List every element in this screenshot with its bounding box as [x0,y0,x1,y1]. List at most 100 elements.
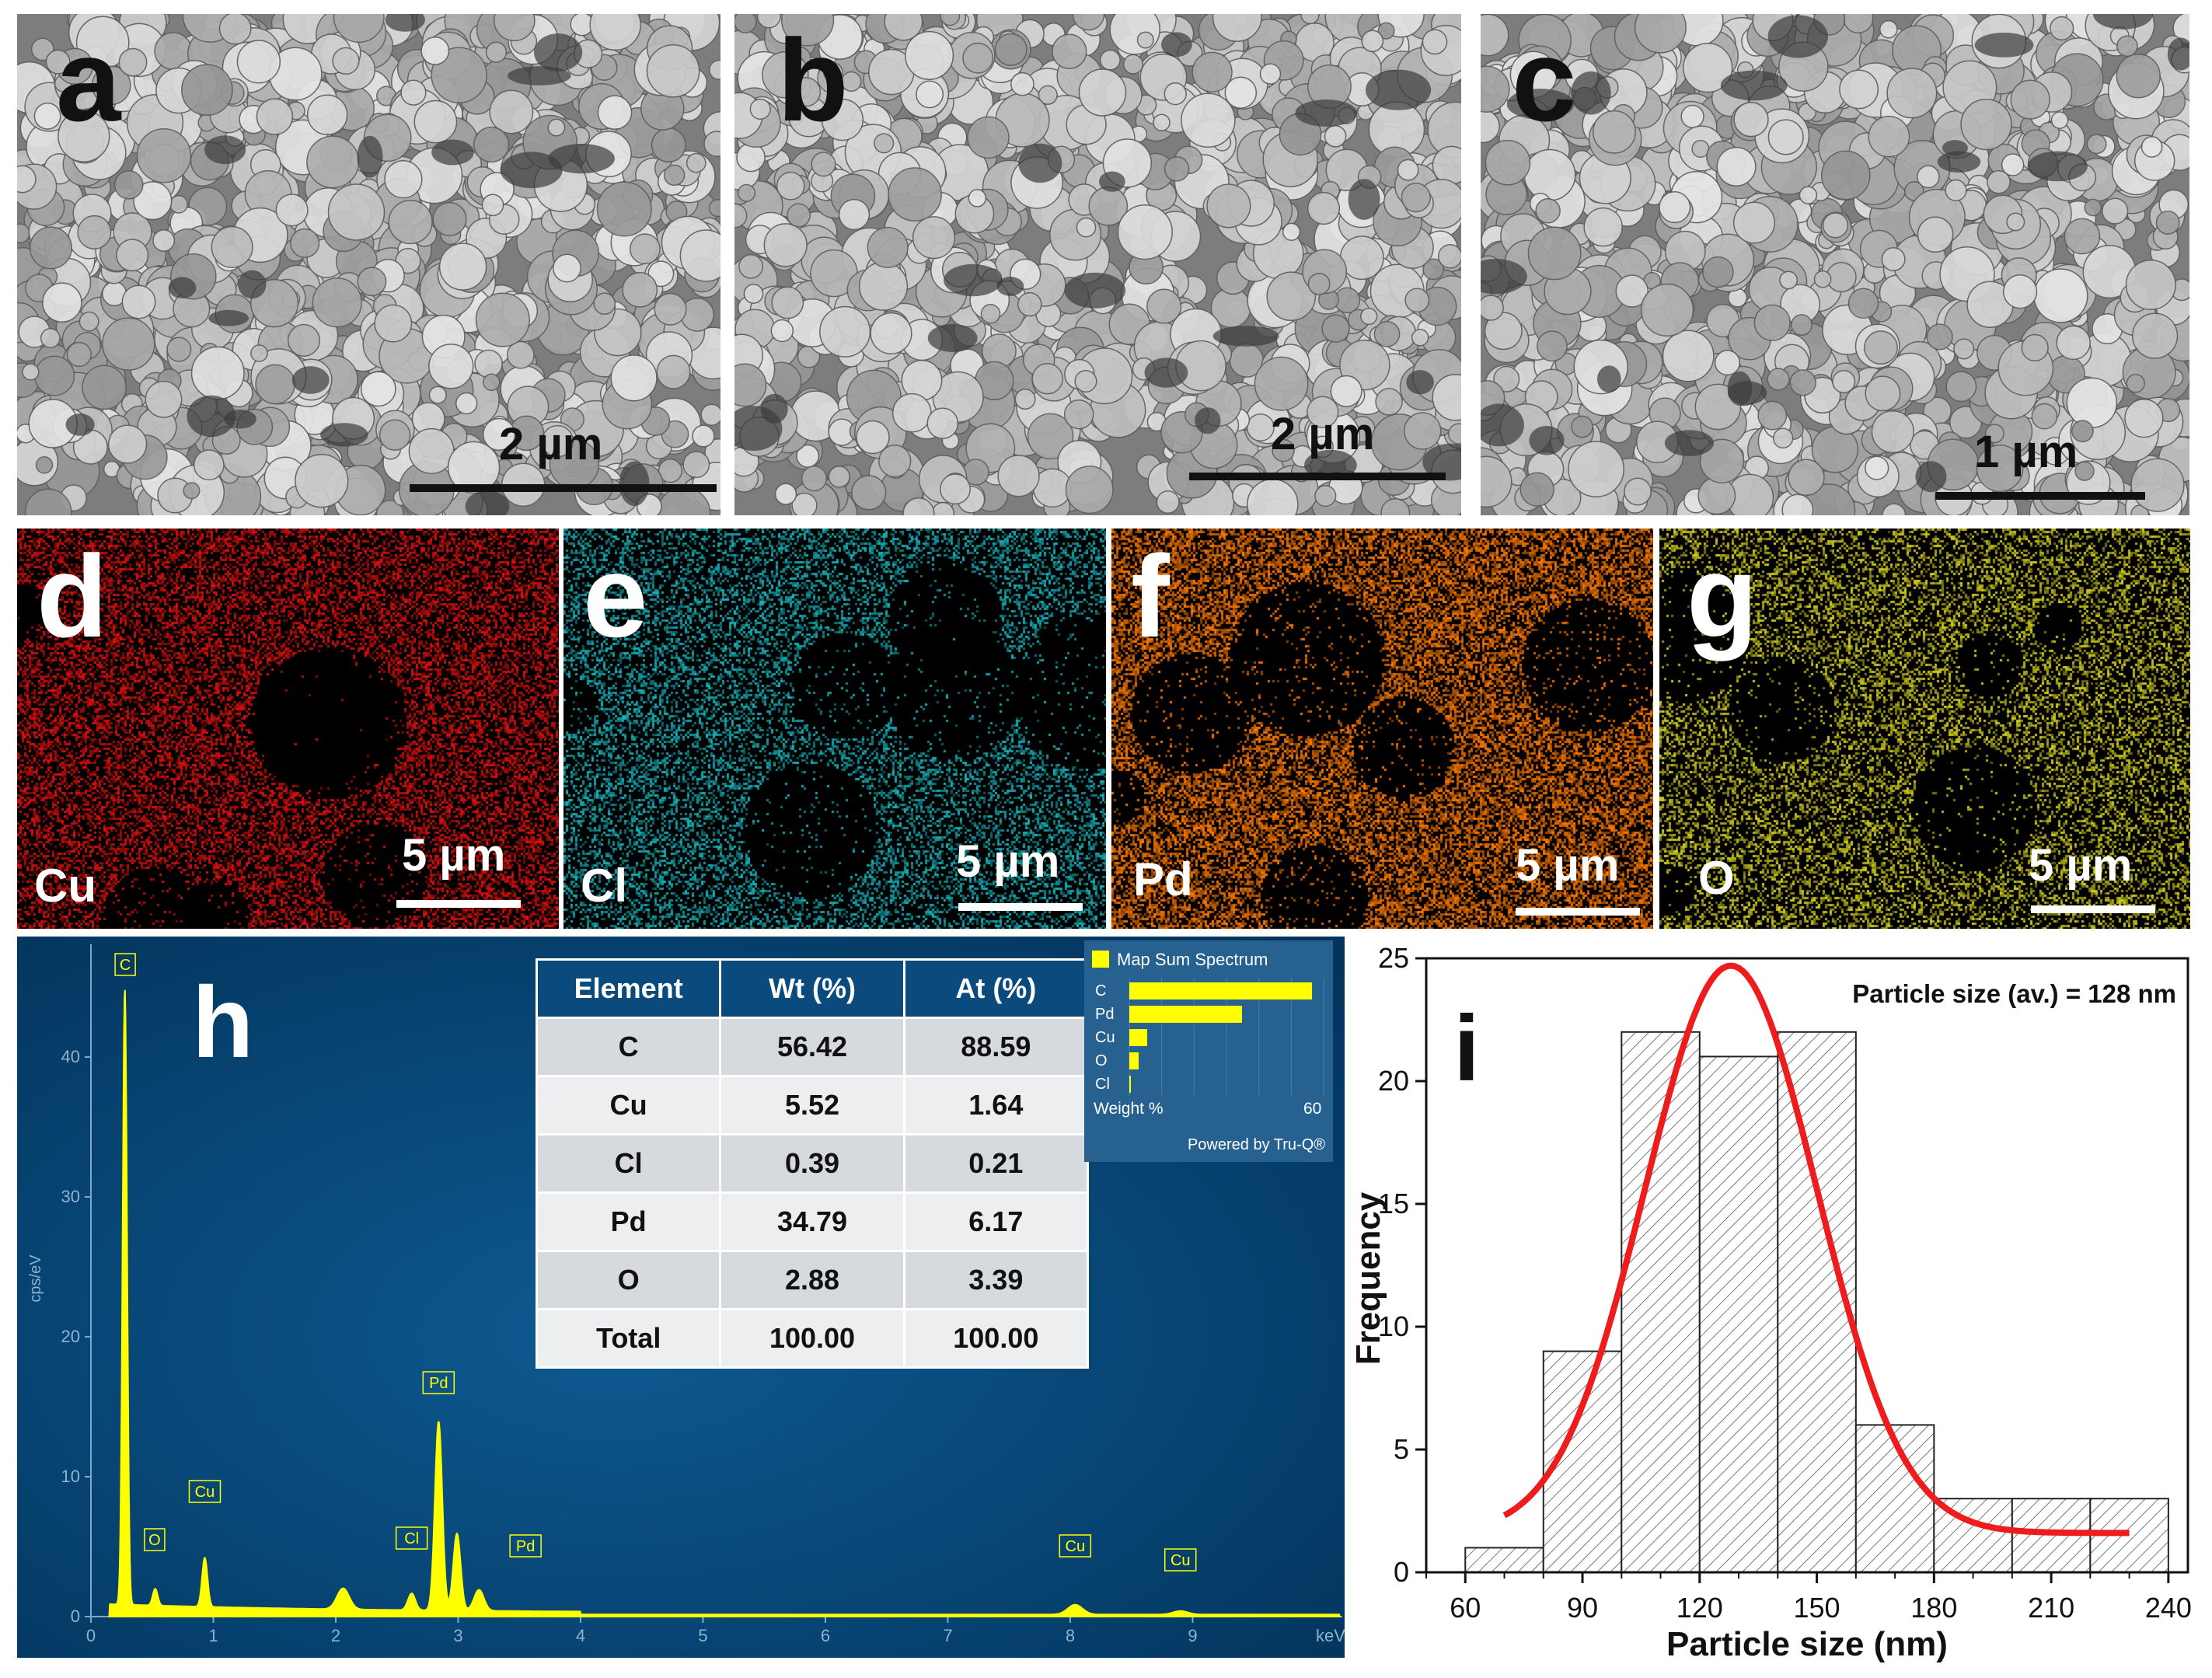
peak-label: C [120,957,131,974]
table-row: Cu 5.52 1.64 [535,1075,1090,1136]
cl-map-texture [563,529,1106,929]
spectrum-x-tick-label: 7 [943,1626,952,1645]
sem-texture-c [1481,14,2189,515]
o-map-texture [1659,529,2190,929]
histogram-x-tick-label: 240 [2145,1592,2192,1624]
map-sum-legend-swatch [1092,951,1109,968]
table-row: C 56.42 88.59 [535,1017,1090,1077]
panel-label-d: d [37,531,108,661]
histogram-annotation: Particle size (av.) = 128 nm [1852,979,2176,1008]
pd-map-texture [1111,529,1653,929]
histogram-y-tick-label: 0 [1394,1556,1409,1588]
scale-bar-label-g: 5 µm [2029,840,2133,891]
map-sum-item-label: Cl [1095,1076,1110,1093]
table-cell: Cu [535,1075,722,1136]
table-cell: 56.42 [719,1017,905,1077]
spectrum-x-tick-label: 1 [208,1626,218,1645]
map-sum-item-label: O [1095,1052,1108,1069]
spectrum-x-tick-label: 5 [698,1626,707,1645]
table-header-row: Element Wt (%) At (%) [535,958,1090,1019]
table-row: Pd 34.79 6.17 [535,1191,1090,1252]
scale-bar-d [396,900,521,908]
histogram-frame [1425,957,2189,1574]
table-cell: 88.59 [902,1017,1090,1077]
peak-label-box [395,1526,428,1550]
peak-label-box [1164,1548,1197,1572]
spectrum-y-tick-label: 40 [61,1047,80,1066]
panel-label-f: f [1131,531,1170,661]
histogram-x-tick-label: 180 [1910,1592,1957,1624]
spectrum-y-tick-label: 0 [71,1606,80,1626]
map-sum-item-label: Pd [1095,1006,1114,1023]
sem-image-a: a 2 µm [17,14,720,515]
eds-map-cl: e Cl 5 µm [563,529,1106,929]
peak-label-box [188,1480,222,1503]
panel-label-g: g [1687,531,1758,661]
spectrum-x-tick-label: 9 [1188,1626,1197,1645]
spectrum-x-tick-label: 6 [821,1626,830,1645]
table-cell: 2.88 [719,1250,905,1310]
table-cell: 6.17 [902,1191,1090,1252]
histogram-x-tick-label: 150 [1794,1592,1840,1624]
map-sum-item-label: Cu [1095,1029,1115,1046]
scale-bar-label-a: 2 µm [499,419,603,469]
sem-texture-b [734,14,1461,515]
sem-grains [17,14,720,515]
peak-label: Pd [429,1375,448,1392]
spectrum-x-tick-label: 2 [331,1626,340,1645]
table-header: Wt (%) [719,958,905,1019]
scale-bar-f [1516,908,1640,916]
spectrum-x-tick-label: 8 [1066,1626,1075,1645]
map-sum-bar [1129,1029,1147,1046]
sem-texture-a [17,14,720,515]
histogram-y-tick-label: 5 [1394,1433,1409,1465]
spectrum-x-tick-label: 4 [576,1626,585,1645]
particle-size-histogram: 60 90 120 150 180 210 240 0 5 10 15 20 25 Particle … [1349,942,2192,1663]
table-cell: Total [535,1308,722,1369]
histogram-bar [1777,1031,1857,1574]
eds-map-pd: f Pd 5 µm [1111,529,1653,929]
histogram-y-tick-label: 20 [1378,1065,1409,1097]
table-cell: 5.52 [719,1075,905,1136]
peak-label: Cu [195,1484,215,1501]
table-cell: 0.39 [719,1133,905,1194]
histogram-bar [1464,1547,1544,1574]
peak-label: O [148,1532,161,1549]
scale-bar-c [1935,492,2145,500]
particle-size-histogram-panel: 60 90 120 150 180 210 240 0 5 10 15 20 25 Particle … [1348,937,2203,1667]
scale-bar-label-f: 5 µm [1516,840,1620,891]
scale-bar-label-c: 1 µm [1974,427,2078,477]
scale-bar-e [958,903,1083,911]
peak-label-box [114,953,136,976]
scale-bar-label-b: 2 µm [1271,409,1375,459]
element-label-pd: Pd [1133,853,1193,905]
histogram-bar [1698,1055,1779,1573]
histogram-x-tick-label: 90 [1567,1592,1598,1624]
histogram-x-tick-label: 60 [1450,1592,1481,1624]
map-sum-bars: C Pd Cu O Cl [1095,978,1324,1096]
peak-label-box [509,1534,542,1558]
map-sum-bar [1129,1006,1242,1023]
histogram-x-tick-label: 120 [1676,1592,1723,1624]
spectrum-y-tick-label: 20 [61,1327,80,1346]
peak-label-box [144,1528,166,1551]
element-label-cl: Cl [581,860,627,912]
table-cell: Pd [535,1191,722,1252]
table-cell: 3.39 [902,1250,1090,1310]
histogram-y-label: Frequency [1349,1191,1387,1365]
sem-grains [734,14,1461,515]
gaussian-fit-curve [1502,962,2130,1537]
peak-label-box [422,1371,455,1394]
histogram-bar [1621,1031,1701,1574]
panel-label-c: c [1512,15,1577,145]
table-cell: 100.00 [719,1308,905,1369]
peak-label-box [1059,1534,1092,1558]
scale-bar-a [410,484,717,492]
peak-label: Cl [404,1530,419,1547]
composition-table: Element Wt (%) At (%) C 56.42 88.59 Cu 5… [535,958,1090,1369]
table-header: At (%) [902,958,1090,1019]
panel-label-e: e [583,531,648,661]
eds-map-o: g O 5 µm [1659,529,2190,929]
histogram-x-tick-label: 210 [2028,1592,2074,1624]
spectrum-x-tick-label: keV [1316,1626,1345,1645]
